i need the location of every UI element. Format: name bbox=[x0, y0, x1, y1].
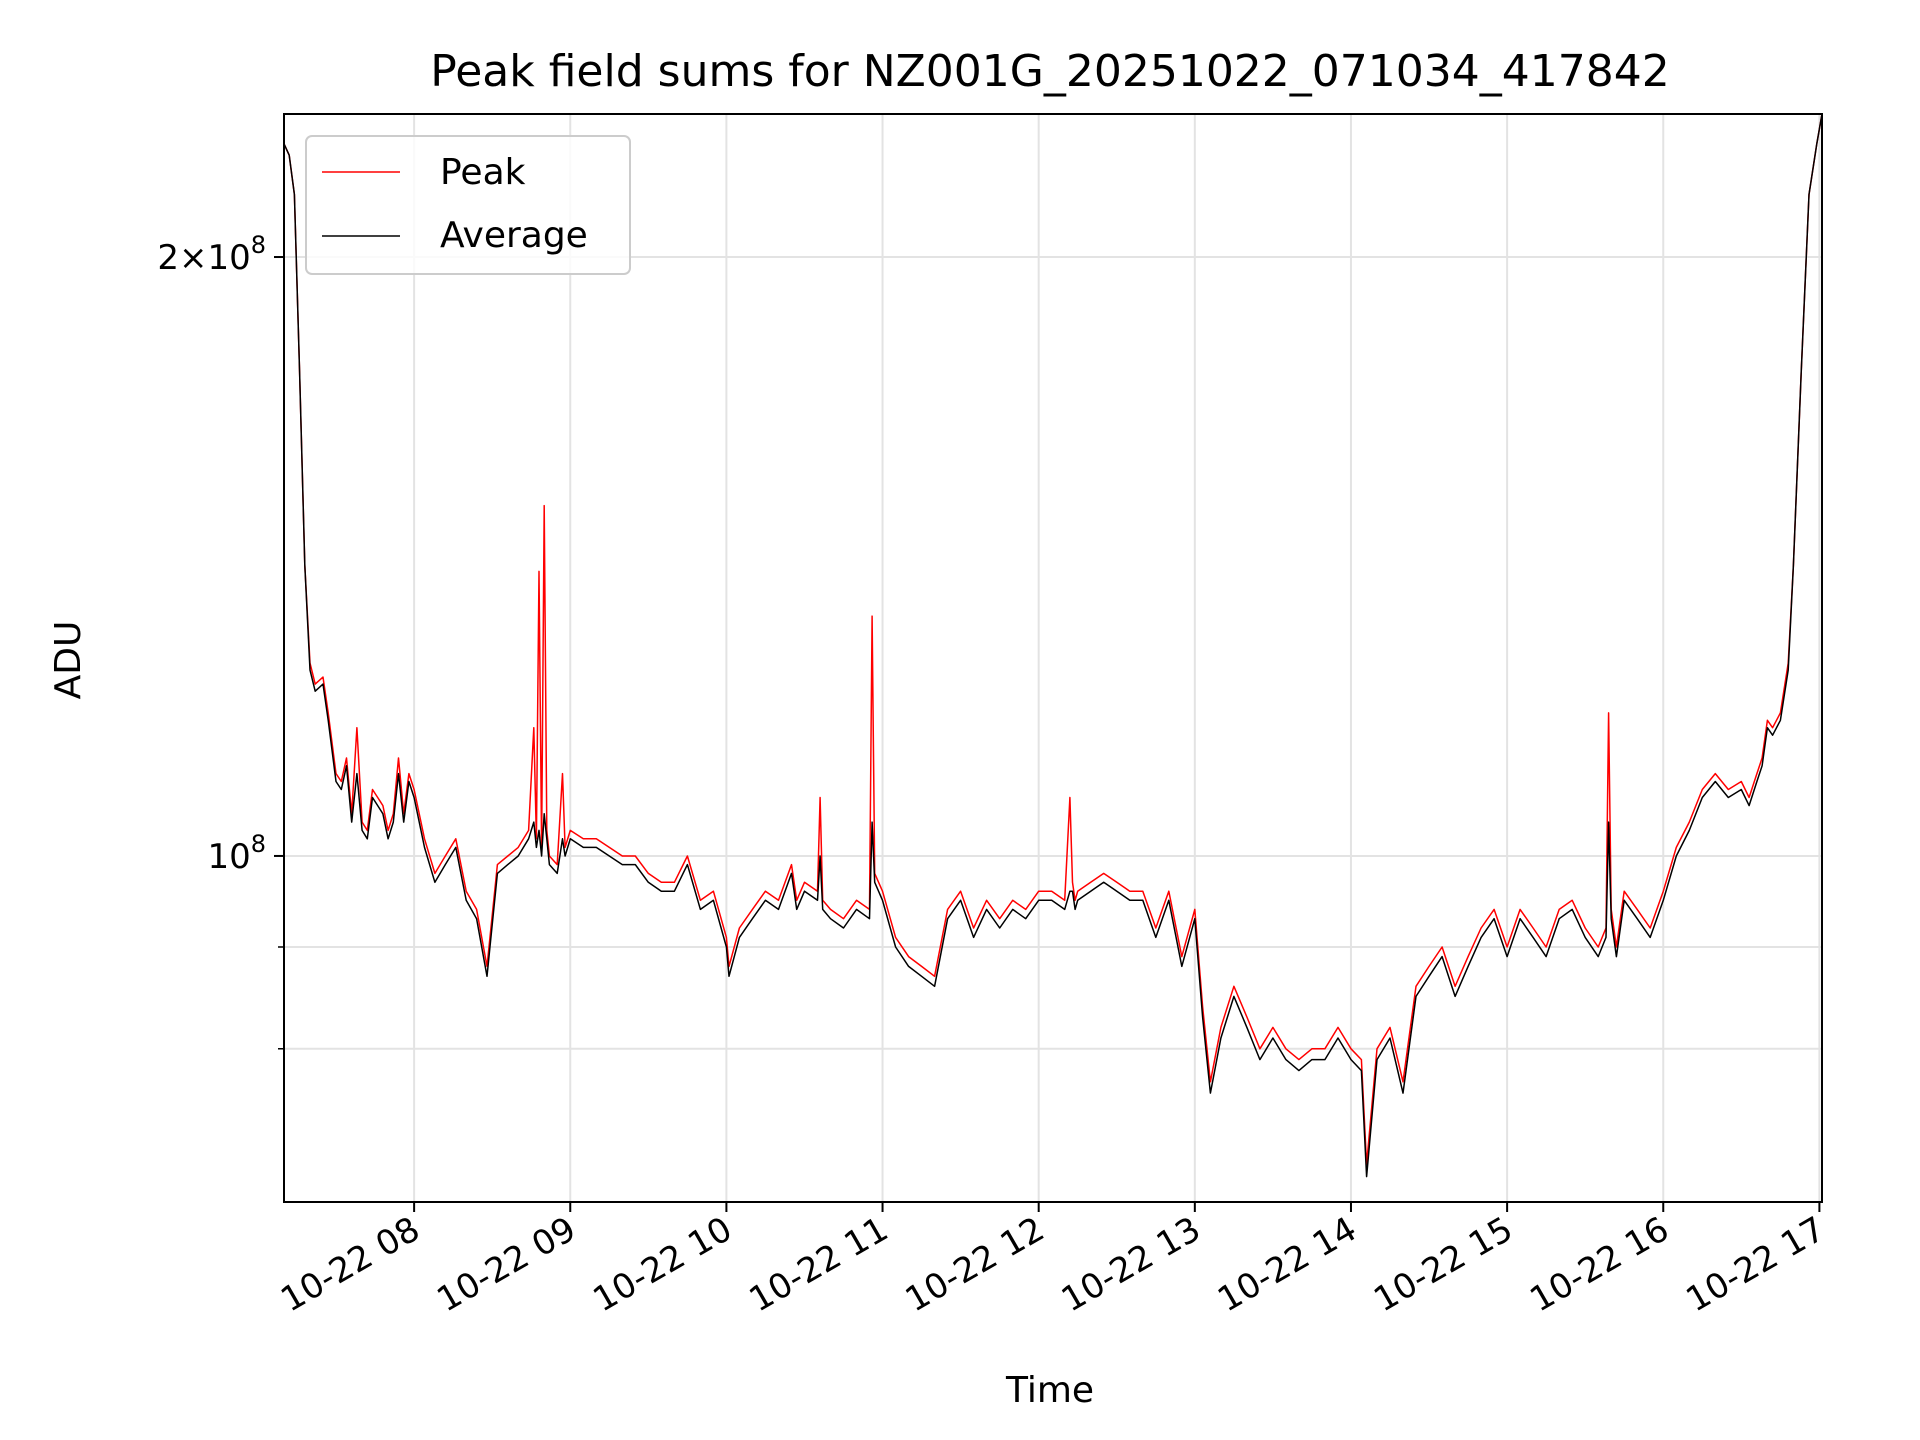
legend: Peak Average bbox=[305, 135, 631, 275]
grid-lines bbox=[284, 114, 1822, 1202]
x-tick-label: 10-22 13 bbox=[1055, 1209, 1207, 1320]
x-tick-label: 10-22 10 bbox=[587, 1209, 739, 1320]
series-line-peak bbox=[283, 113, 1823, 1165]
legend-label-peak: Peak bbox=[440, 152, 526, 193]
y-axis-title: ADU bbox=[48, 621, 89, 700]
legend-box bbox=[305, 135, 631, 275]
series-line-average bbox=[283, 113, 1823, 1178]
x-axis-ticks: 10-22 08 10-22 09 10-22 10 10-22 11 10-22 12… bbox=[274, 1202, 1832, 1320]
x-axis-title: Time bbox=[1005, 1370, 1094, 1411]
x-tick-label: 10-22 11 bbox=[743, 1209, 895, 1320]
chart-title: Peak field sums for NZ001G_20251022_0710… bbox=[430, 46, 1669, 97]
x-tick-label: 10-22 14 bbox=[1211, 1209, 1363, 1320]
y-tick-label: 2×108 bbox=[157, 231, 266, 278]
legend-label-average: Average bbox=[440, 215, 588, 256]
x-tick-label: 10-22 17 bbox=[1680, 1209, 1832, 1320]
y-tick-label: 108 bbox=[207, 830, 266, 877]
x-tick-label: 10-22 09 bbox=[430, 1209, 582, 1320]
series-layer bbox=[283, 113, 1823, 1178]
y-axis-ticks: 108 2×108 bbox=[157, 231, 284, 1050]
x-tick-label: 10-22 12 bbox=[899, 1209, 1051, 1320]
axes-frame bbox=[283, 113, 1823, 1203]
x-tick-label: 10-22 08 bbox=[274, 1209, 426, 1320]
x-tick-label: 10-22 15 bbox=[1367, 1209, 1519, 1320]
x-tick-label: 10-22 16 bbox=[1523, 1209, 1675, 1320]
